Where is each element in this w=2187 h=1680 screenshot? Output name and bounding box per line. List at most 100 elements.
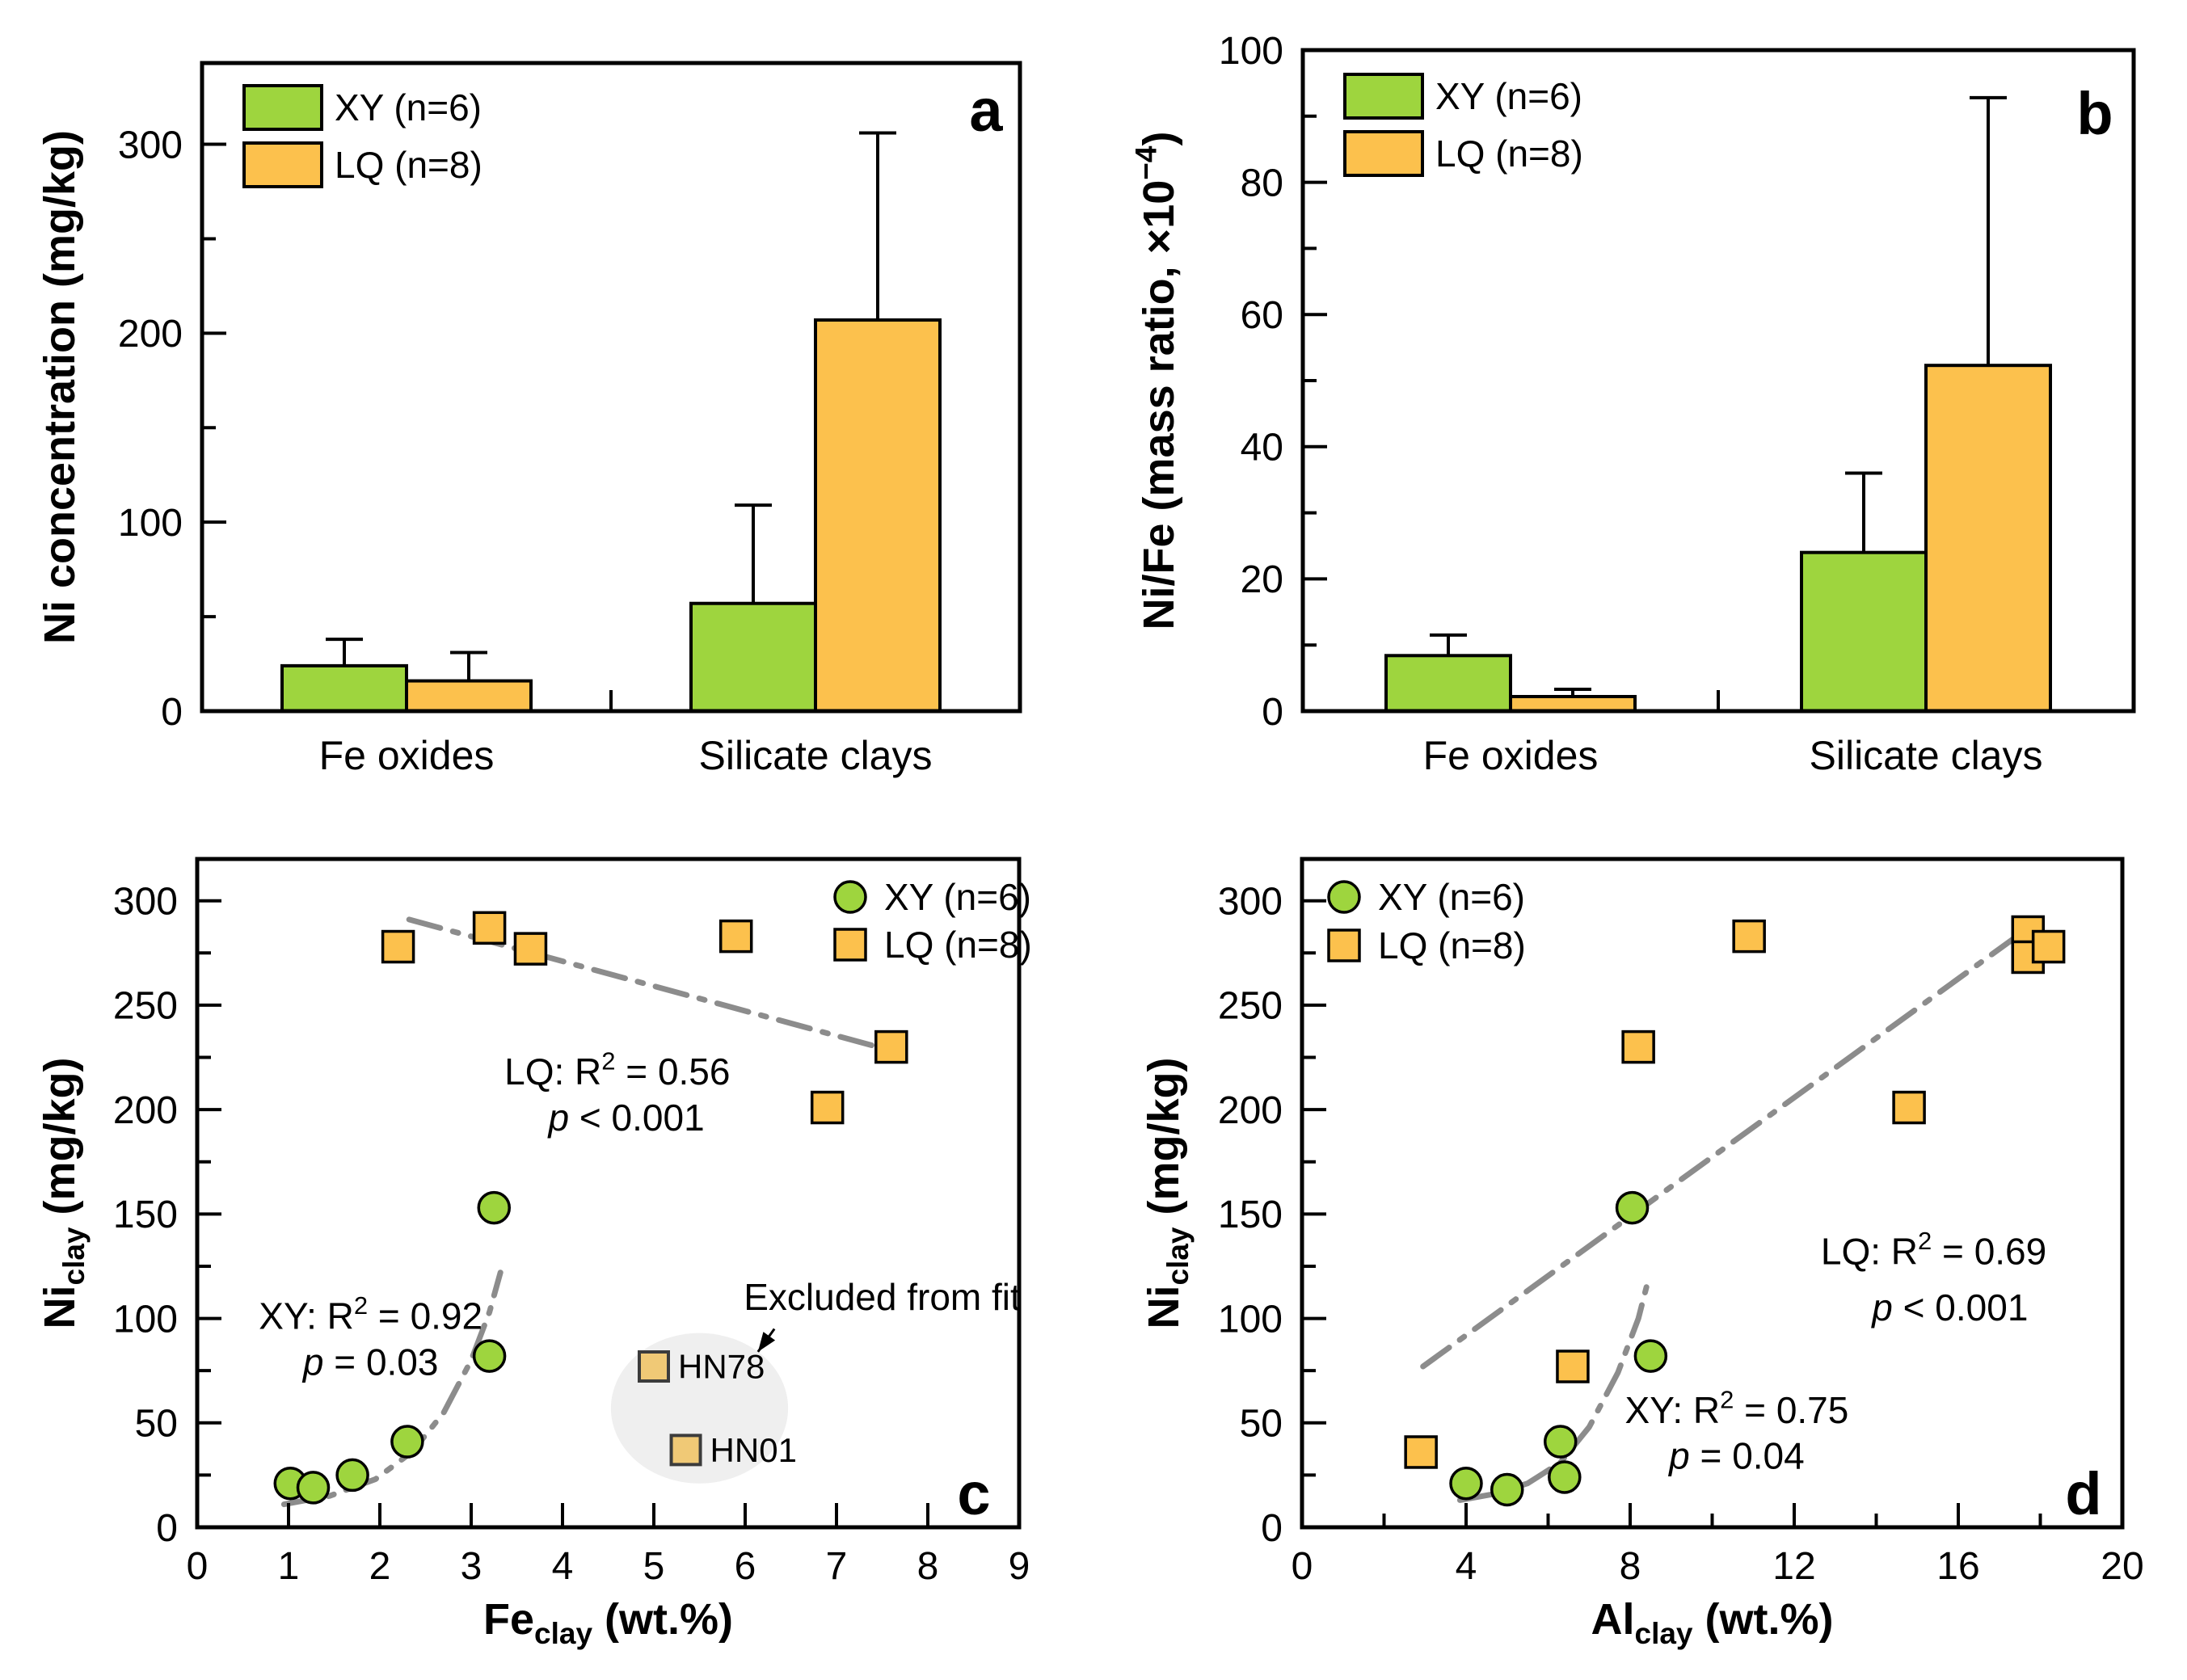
point-lq (381, 929, 415, 964)
y-tick-label: 200 (1218, 1089, 1283, 1132)
legend-label-lq: LQ (n=8) (335, 144, 482, 186)
x-tick-label: 3 (461, 1545, 482, 1588)
x-tick-label: 8 (1620, 1545, 1641, 1588)
panel-letter-d: d (2065, 1460, 2101, 1527)
point-xy (472, 1339, 507, 1373)
legend-swatch-xy (242, 84, 323, 131)
legend-marker-xy (833, 880, 867, 914)
x-tick-label: 4 (552, 1545, 574, 1588)
x-tick-label: 5 (643, 1545, 665, 1588)
y-axis-title: Niclay (mg/kg) (1140, 1057, 1195, 1328)
legend-swatch-lq (242, 141, 323, 188)
stats-annotation-2: LQ: R2 = 0.56 (504, 1047, 730, 1093)
bar-xy-1 (689, 601, 817, 713)
y-tick-label: 0 (1261, 1507, 1283, 1550)
y-tick-label: 20 (1241, 558, 1283, 601)
point-lq (718, 919, 753, 954)
legend-label-xy: XY (n=6) (1378, 876, 1525, 918)
bar-lq-1 (814, 318, 942, 713)
point-lq (2031, 929, 2066, 964)
legend-label-lq: LQ (n=8) (884, 924, 1032, 966)
legend-label-xy: XY (n=6) (335, 86, 482, 128)
y-tick-label: 300 (113, 880, 178, 923)
legend-swatch-lq (1343, 130, 1424, 177)
y-tick-label: 80 (1241, 162, 1283, 204)
panel-letter-b: b (2076, 80, 2113, 147)
y-axis-title: Ni/Fe (mass ratio, ×10−4) (1129, 132, 1183, 630)
y-tick-label: 300 (1218, 880, 1283, 923)
x-tick-label: 4 (1456, 1545, 1477, 1588)
x-tick-label: 20 (2101, 1545, 2143, 1588)
bar-lq-0 (405, 679, 533, 714)
stats-annotation-3: p = 0.04 (1667, 1435, 1805, 1477)
y-tick-label: 200 (113, 1089, 178, 1132)
legend-swatch-xy (1343, 73, 1424, 120)
point-xy (1449, 1466, 1483, 1501)
y-tick-label: 100 (113, 1298, 178, 1341)
y-tick-label: 60 (1241, 294, 1283, 337)
point-lq (472, 911, 507, 945)
panel-b: Fe oxides Silicate clays 0 20 40 60 80 100 Ni/Fe… (1129, 30, 2136, 778)
legend-label-lq: LQ (n=8) (1378, 924, 1526, 966)
point-xy (477, 1190, 511, 1225)
bar-xy-0 (1384, 654, 1512, 714)
stats-annotation-1: p = 0.03 (301, 1341, 439, 1383)
x-axis-title: Feclay (wt.%) (483, 1595, 733, 1650)
y-axis-title: Niclay (mg/kg) (36, 1057, 91, 1328)
point-lq (1892, 1090, 1926, 1125)
panel-c: XY: R2 = 0.92p = 0.03 LQ: R2 = 0.56p < 0.… (36, 857, 1032, 1650)
panel-letter-c: c (957, 1460, 990, 1527)
y-tick-label: 100 (1218, 1298, 1283, 1341)
plot-frame (200, 61, 1022, 714)
excluded-arrow-head (757, 1332, 776, 1352)
panel-a: Fe oxides Silicate clays 0 100 200 300 Ni conc… (36, 61, 1022, 778)
legend-label-lq: LQ (n=8) (1435, 133, 1583, 175)
stats-annotation-1: p < 0.001 (1870, 1286, 2028, 1328)
x-tick-label: 6 (735, 1545, 756, 1588)
y-tick-label: 250 (1218, 985, 1283, 1028)
stats-annotation-3: p < 0.001 (547, 1097, 705, 1139)
x-tick-label: 8 (917, 1545, 939, 1588)
y-tick-label: 150 (1218, 1194, 1283, 1236)
point-xy (1490, 1472, 1524, 1507)
panel-letter-a: a (969, 77, 1003, 144)
category-label-1: Silicate clays (699, 733, 933, 778)
x-tick-label: 16 (1936, 1545, 1979, 1588)
point-xy (1548, 1460, 1582, 1494)
x-axis-title: Alclay (wt.%) (1591, 1595, 1834, 1650)
y-tick-label: 250 (113, 985, 178, 1028)
legend-marker-xy (1327, 880, 1361, 914)
bar-xy-0 (280, 663, 408, 713)
y-tick-label: 50 (135, 1403, 178, 1446)
x-tick-label: 2 (369, 1545, 391, 1588)
category-label-0: Fe oxides (319, 733, 495, 778)
excluded-point-label: HN78 (678, 1348, 765, 1386)
legend-marker-lq (1327, 928, 1361, 962)
point-lq (1621, 1029, 1655, 1064)
bar-xy-1 (1800, 550, 1928, 713)
point-lq (1404, 1435, 1438, 1469)
y-tick-label: 100 (118, 502, 183, 545)
stats-annotation-2: XY: R2 = 0.75 (1625, 1385, 1849, 1430)
x-tick-label: 9 (1009, 1545, 1030, 1588)
point-excluded-HN01 (669, 1434, 702, 1467)
stats-annotation-0: XY: R2 = 0.92 (259, 1291, 482, 1337)
y-tick-label: 150 (113, 1194, 178, 1236)
point-xy (1543, 1425, 1578, 1459)
bar-lq-1 (1924, 364, 2052, 713)
y-tick-label: 100 (1219, 30, 1283, 73)
excluded-point-label: HN01 (710, 1431, 797, 1469)
point-xy (390, 1425, 424, 1459)
point-xy (296, 1471, 331, 1505)
bar-lq-0 (1509, 695, 1637, 714)
point-lq (874, 1029, 908, 1064)
point-lq (1556, 1349, 1590, 1383)
x-tick-label: 1 (278, 1545, 300, 1588)
legend-label-xy: XY (n=6) (1435, 75, 1582, 117)
x-tick-label: 12 (1772, 1545, 1815, 1588)
legend-marker-lq (833, 928, 867, 962)
excluded-note: Excluded from fit (744, 1276, 1021, 1318)
point-lq (513, 932, 548, 966)
y-tick-label: 300 (118, 124, 183, 166)
